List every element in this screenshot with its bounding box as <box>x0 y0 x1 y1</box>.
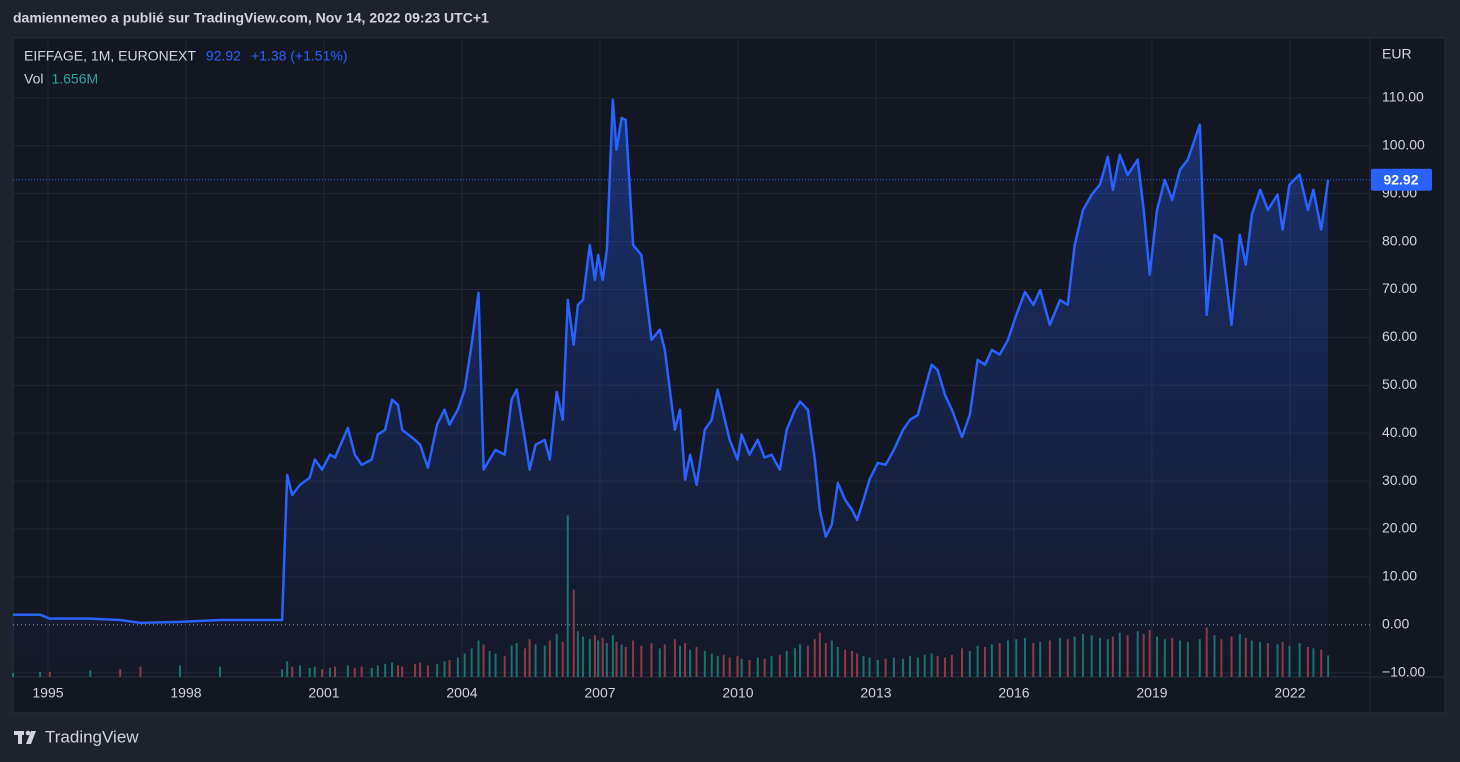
brand-logo <box>14 730 36 744</box>
y-tick-label: 20.00 <box>1382 520 1417 536</box>
y-tick-label: −10.00 <box>1382 663 1425 679</box>
x-tick-label: 1995 <box>32 685 63 701</box>
y-tick-label: 110.00 <box>1382 89 1424 105</box>
y-tick-label: 60.00 <box>1382 328 1417 344</box>
x-tick-label: 2022 <box>1274 685 1305 701</box>
y-unit: EUR <box>1382 46 1412 62</box>
legend: EIFFAGE, 1M, EURONEXT 92.92 +1.38 (+1.51… <box>24 48 347 87</box>
y-tick-label: 30.00 <box>1382 472 1417 488</box>
legend-name: EIFFAGE, 1M, EURONEXT <box>24 48 196 64</box>
x-tick-label: 2013 <box>860 685 891 701</box>
x-tick-label: 1998 <box>170 685 201 701</box>
last-price-label: 92.92 <box>1383 171 1418 187</box>
x-tick-label: 2016 <box>998 685 1029 701</box>
axes: −10.00 0.00 10.00 20.00 30.00 40.00 50.00 60.00… <box>32 89 1432 701</box>
x-tick-label: 2007 <box>584 685 615 701</box>
logo-part <box>26 731 36 744</box>
x-tick-label: 2010 <box>722 685 753 701</box>
brand-text: TradingView <box>45 727 139 746</box>
y-tick-label: 100.00 <box>1382 136 1425 152</box>
last-price-box <box>1371 168 1432 191</box>
legend-change: +1.38 (+1.51%) <box>251 48 348 64</box>
y-tick-label: 80.00 <box>1382 232 1417 248</box>
logo-part <box>25 730 31 736</box>
x-tick-label: 2019 <box>1136 685 1167 701</box>
legend-volume-value: 1.656M <box>51 71 98 87</box>
x-tick-label: 2004 <box>446 685 477 701</box>
y-tick-label: 40.00 <box>1382 424 1417 440</box>
plot <box>13 98 1370 678</box>
volume-bar <box>1327 655 1330 677</box>
logo-part <box>18 731 22 744</box>
legend-price: 92.92 <box>206 48 241 64</box>
price-line <box>13 98 1330 625</box>
legend-volume-name: Vol <box>24 71 43 87</box>
y-tick-label: 50.00 <box>1382 376 1417 392</box>
y-tick-label: 70.00 <box>1382 280 1417 296</box>
y-tick-label: 0.00 <box>1382 615 1409 631</box>
y-tick-label: 10.00 <box>1382 568 1417 584</box>
price-area <box>13 99 1329 678</box>
x-tick-label: 2001 <box>308 685 339 701</box>
header-text: damiennemeo a publié sur TradingView.com… <box>13 10 489 26</box>
